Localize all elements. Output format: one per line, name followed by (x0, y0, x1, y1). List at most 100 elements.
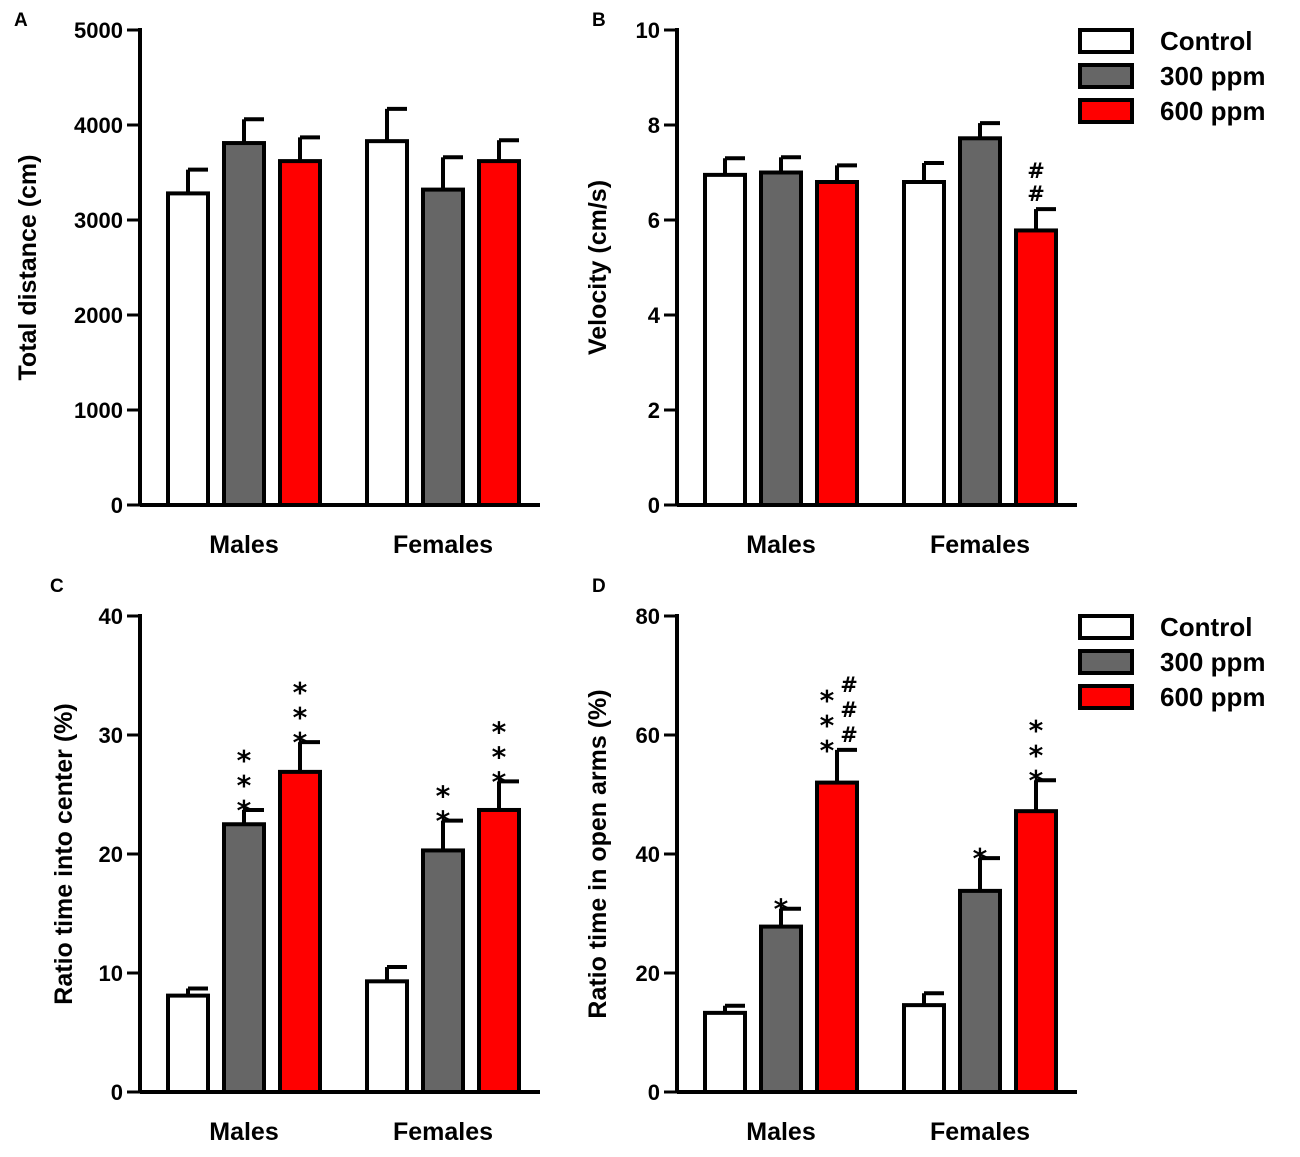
y-tick-label: 0 (648, 493, 660, 518)
legend-label: 300 ppm (1160, 61, 1266, 91)
bar-control-females (365, 139, 409, 507)
x-category-label: Females (393, 1118, 493, 1146)
legend-label: 600 ppm (1160, 96, 1266, 126)
y-tick-label: 8 (648, 113, 660, 138)
legend-swatch-0 (1078, 28, 1134, 54)
panel-letter: D (592, 576, 606, 597)
significance-star: * (1029, 739, 1044, 772)
legend-swatch-2 (1078, 684, 1134, 710)
y-tick-label: 4000 (74, 113, 123, 138)
x-category-label: Males (209, 1118, 278, 1146)
significance-star: * (293, 701, 308, 734)
legend-swatch-1 (1078, 63, 1134, 89)
bar-600-ppm-females (1014, 809, 1058, 1094)
bar-300-ppm-females (958, 888, 1002, 1095)
y-tick-label: 40 (636, 842, 660, 867)
x-category-label: Females (930, 531, 1030, 559)
significance-star: * (436, 805, 451, 838)
bar-control-females (902, 180, 946, 507)
bar-control-males (166, 993, 210, 1094)
significance-star: * (492, 740, 507, 773)
significance-star: * (492, 715, 507, 748)
y-tick-label: 0 (111, 1080, 123, 1105)
legend-swatch-2 (1078, 98, 1134, 124)
y-tick-label: 5000 (74, 18, 123, 43)
significance-hash: # (1027, 159, 1045, 183)
chart-panel-a: A Total distance (cm) 0 1000 2000 3000 4000 500… (14, 10, 540, 559)
bar-300-ppm-males (759, 170, 803, 507)
significance-hash: # (840, 698, 858, 722)
significance-star: * (973, 842, 988, 875)
y-tick-label: 10 (99, 961, 123, 986)
x-category-label: Females (930, 1118, 1030, 1146)
bar-600-ppm-males (815, 780, 859, 1094)
y-axis-title: Ratio time in open arms (%) (584, 689, 612, 1018)
y-tick-label: 80 (636, 604, 660, 629)
bar-300-ppm-females (421, 848, 465, 1094)
y-tick-label: 2 (648, 398, 660, 423)
significance-star: * (820, 684, 835, 717)
y-axis-title: Velocity (cm/s) (584, 180, 612, 355)
y-tick-label: 0 (111, 493, 123, 518)
legend-label: Control (1160, 26, 1252, 56)
y-axis-title: Ratio time into center (%) (50, 703, 78, 1004)
y-tick-label: 60 (636, 723, 660, 748)
significance-hash: # (1027, 182, 1045, 206)
legend-label: 600 ppm (1160, 682, 1266, 712)
x-category-label: Males (209, 531, 278, 559)
significance-star: * (1029, 714, 1044, 747)
significance-star: * (1029, 764, 1044, 797)
bar-600-ppm-females (1014, 228, 1058, 507)
x-category-label: Males (746, 1118, 815, 1146)
significance-star: * (237, 744, 252, 777)
significance-star: * (293, 676, 308, 709)
significance-hash: # (840, 673, 858, 697)
y-tick-label: 0 (648, 1080, 660, 1105)
significance-star: * (492, 765, 507, 798)
y-tick-label: 1000 (74, 398, 123, 423)
bar-600-ppm-males (278, 769, 322, 1094)
bar-300-ppm-males (759, 924, 803, 1095)
legend-label: Control (1160, 612, 1252, 642)
y-tick-label: 2000 (74, 303, 123, 328)
bar-600-ppm-females (477, 807, 521, 1094)
legend-label: 300 ppm (1160, 647, 1266, 677)
y-tick-label: 4 (648, 303, 661, 328)
y-axis-title: Total distance (cm) (14, 155, 42, 381)
bar-600-ppm-males (278, 159, 322, 507)
bar-control-males (703, 172, 747, 507)
panel-letter: C (50, 576, 64, 597)
legend: Control 300 ppm 600 ppm (1078, 612, 1266, 712)
significance-star: * (774, 893, 789, 926)
y-tick-label: 20 (636, 961, 660, 986)
x-category-label: Males (746, 531, 815, 559)
significance-star: * (293, 726, 308, 759)
bar-control-males (166, 191, 210, 507)
x-category-label: Females (393, 531, 493, 559)
bar-600-ppm-males (815, 180, 859, 507)
panel-letter: B (592, 10, 606, 31)
significance-star: * (237, 769, 252, 802)
panel-letter: A (14, 10, 28, 31)
y-tick-label: 40 (99, 604, 123, 629)
legend: Control 300 ppm 600 ppm (1078, 26, 1266, 126)
significance-star: * (820, 734, 835, 767)
bar-control-females (365, 979, 409, 1095)
y-tick-label: 6 (648, 208, 660, 233)
bar-300-ppm-males (222, 822, 266, 1094)
bar-control-males (703, 1010, 747, 1094)
y-tick-label: 3000 (74, 208, 123, 233)
y-tick-label: 20 (99, 842, 123, 867)
bar-300-ppm-males (222, 141, 266, 508)
significance-star: * (820, 709, 835, 742)
bar-300-ppm-females (421, 187, 465, 507)
significance-hash: # (840, 723, 858, 747)
y-tick-label: 30 (99, 723, 123, 748)
legend-swatch-0 (1078, 614, 1134, 640)
y-tick-label: 10 (636, 18, 660, 43)
bar-300-ppm-females (958, 136, 1002, 508)
